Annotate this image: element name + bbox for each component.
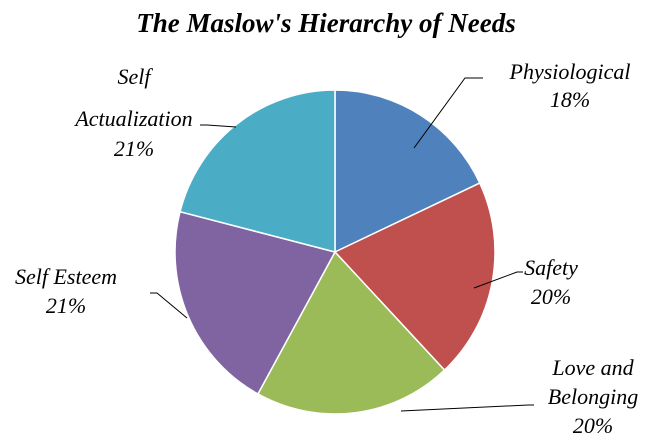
pie-slices — [174, 89, 496, 415]
pie-slice-physiological — [334, 89, 481, 254]
leader-line-safety — [473, 271, 523, 289]
pie-slice-self-esteem — [174, 210, 337, 395]
leader-line-self-actualization — [200, 124, 237, 128]
data-label-category-physiological: Physiological — [509, 59, 631, 84]
data-label-category-love-and-belonging: Love and — [551, 355, 634, 380]
data-label-category-safety: Safety — [524, 255, 578, 280]
slice-labels: Physiological 18% Safety 20% Love and Belongi… — [15, 59, 638, 438]
pie-slice-love-and-belonging — [256, 250, 446, 415]
pie-slice-safety — [333, 182, 496, 372]
data-label-value-self-esteem: 21% — [46, 293, 86, 318]
leader-line-physiological — [413, 77, 483, 149]
leader-line-self-esteem — [150, 292, 188, 319]
data-label-value-love-and-belonging: 20% — [573, 413, 613, 438]
data-label-value-physiological: 18% — [550, 87, 590, 112]
data-label-value-self-actualization: 21% — [114, 136, 154, 161]
pie-slice-self-actualization — [179, 89, 336, 253]
data-label-category-self-actualization: Self — [118, 64, 154, 89]
data-label-category-self-actualization: Actualization — [73, 106, 192, 131]
data-label-category-self-esteem: Self Esteem — [15, 264, 117, 289]
data-label-category-love-and-belonging: Belonging — [548, 384, 638, 409]
data-label-value-safety: 20% — [531, 284, 571, 309]
chart-title: The Maslow's Hierarchy of Needs — [136, 8, 515, 38]
leader-lines — [150, 77, 534, 412]
leader-line-love-and-belonging — [400, 404, 534, 412]
